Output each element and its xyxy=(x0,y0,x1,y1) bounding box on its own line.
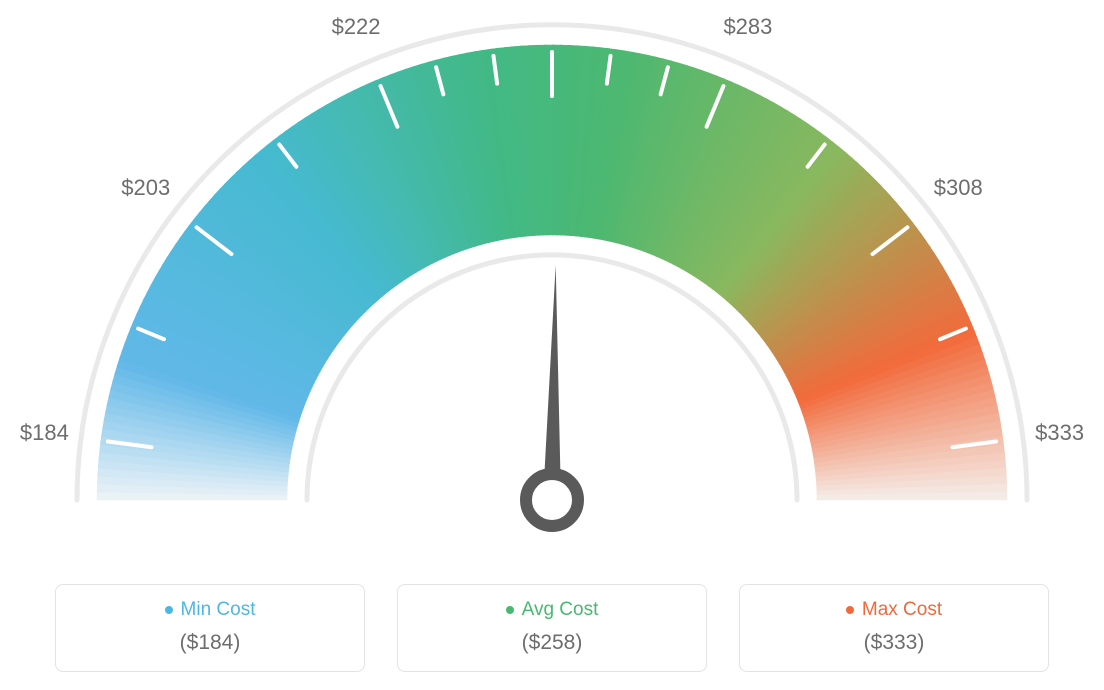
gauge-chart: $184 $203 $222 $258 $283 $308 $333 xyxy=(0,0,1104,560)
gauge-svg xyxy=(0,0,1104,560)
legend-label-max: Max Cost xyxy=(862,599,942,621)
gauge-tick-label: $258 xyxy=(528,0,577,1)
legend-dot-max xyxy=(846,606,854,614)
legend-row: Min Cost ($184) Avg Cost ($258) Max Cost… xyxy=(0,584,1104,672)
gauge-tick-label: $222 xyxy=(332,14,381,40)
legend-title-avg: Avg Cost xyxy=(506,599,599,621)
legend-title-max: Max Cost xyxy=(846,599,942,621)
legend-title-min: Min Cost xyxy=(165,599,256,621)
legend-card-avg: Avg Cost ($258) xyxy=(397,584,707,672)
gauge-tick-label: $184 xyxy=(20,420,69,446)
legend-value-max: ($333) xyxy=(740,631,1048,655)
gauge-tick-label: $333 xyxy=(1035,420,1084,446)
legend-value-min: ($184) xyxy=(56,631,364,655)
legend-label-min: Min Cost xyxy=(181,599,256,621)
legend-card-min: Min Cost ($184) xyxy=(55,584,365,672)
legend-dot-min xyxy=(165,606,173,614)
gauge-tick-label: $308 xyxy=(934,175,983,201)
legend-dot-avg xyxy=(506,606,514,614)
legend-value-avg: ($258) xyxy=(398,631,706,655)
legend-label-avg: Avg Cost xyxy=(522,599,599,621)
gauge-tick-label: $203 xyxy=(121,175,170,201)
legend-card-max: Max Cost ($333) xyxy=(739,584,1049,672)
gauge-tick-label: $283 xyxy=(723,14,772,40)
